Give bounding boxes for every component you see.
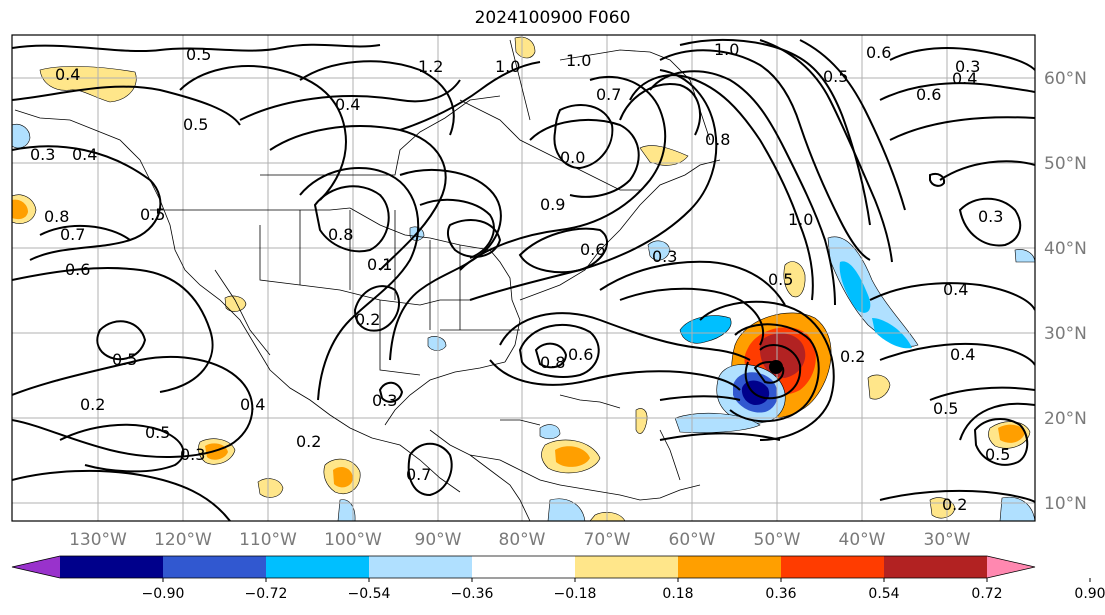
contour-label: 0.6 <box>568 345 593 364</box>
lat-tick-label: 10°N <box>1044 494 1087 514</box>
contour-label: 0.9 <box>540 195 565 214</box>
colorbar-label: −0.36 <box>451 586 494 602</box>
contour-label: 1.0 <box>566 51 591 70</box>
lon-tick-label: 120°W <box>154 530 212 550</box>
colorbar-label: 0.18 <box>662 586 693 602</box>
colorbar-label: −0.90 <box>142 586 185 602</box>
contour-label: 0.4 <box>240 395 265 414</box>
colorbar-swatch <box>781 556 885 578</box>
contour-label: 0.2 <box>296 432 321 451</box>
contour-label: 0.5 <box>933 399 958 418</box>
contour-label: 0.5 <box>145 423 170 442</box>
contour-label: 1.0 <box>714 40 739 59</box>
contour-label: 1.0 <box>788 210 813 229</box>
colorbar-swatch <box>369 556 473 578</box>
colorbar-swatch <box>678 556 782 578</box>
contour-label: 0.8 <box>44 207 69 226</box>
lat-tick-label: 20°N <box>1044 409 1087 429</box>
colorbar-swatch <box>884 556 988 578</box>
contour-label: 0.8 <box>540 353 565 372</box>
lon-tick-label: 110°W <box>239 530 297 550</box>
contour-label: 0.2 <box>355 310 380 329</box>
map-background <box>12 35 1035 521</box>
contour-label: 0.3 <box>180 445 205 464</box>
colorbar-label: −0.54 <box>348 586 391 602</box>
colorbar-outline <box>11 555 1036 579</box>
contour-label: 0.8 <box>328 225 353 244</box>
colorbar-label: 0.54 <box>868 586 899 602</box>
colorbar-label: −0.18 <box>554 586 597 602</box>
contour-label: 0.1 <box>367 255 392 274</box>
lat-tick-label: 30°N <box>1044 324 1087 344</box>
contour-label: 1.0 <box>495 57 520 76</box>
contour-label: 0.5 <box>768 270 793 289</box>
contour-label: 0.4 <box>950 345 975 364</box>
colorbar-label: −0.72 <box>245 586 288 602</box>
contour-label: 0.2 <box>80 395 105 414</box>
contour-label: 0.4 <box>335 95 360 114</box>
contour-label: 0.3 <box>372 391 397 410</box>
lon-tick-label: 130°W <box>69 530 127 550</box>
colorbar: −0.90 −0.72 −0.54 −0.36 −0.18 0.18 0.36 0.54 0.7… <box>11 555 1105 602</box>
colorbar-label: 0.72 <box>971 586 1002 602</box>
contour-label: 0.6 <box>866 43 891 62</box>
map-title: 2024100900 F060 <box>474 8 631 28</box>
graticule <box>12 35 1035 521</box>
colorbar-label: 0.36 <box>765 586 796 602</box>
storm-center-marker <box>769 360 783 374</box>
contour-label: 0.7 <box>596 85 621 104</box>
contour-label: 0.3 <box>978 207 1003 226</box>
colorbar-swatch <box>60 556 164 578</box>
contour-label: 1.2 <box>418 57 443 76</box>
contour-label: 0.7 <box>406 465 431 484</box>
lon-tick-label: 30°W <box>924 530 971 550</box>
contour-label: 0.2 <box>942 495 967 514</box>
lon-tick-label: 40°W <box>839 530 886 550</box>
contour-label: 0.5 <box>823 67 848 86</box>
longitude-axis: 130°W 120°W 110°W 100°W 90°W 80°W 70°W 6… <box>69 530 971 550</box>
contour-label: 0.5 <box>140 205 165 224</box>
lat-tick-label: 60°N <box>1044 69 1087 89</box>
contour-label: 0.6 <box>916 85 941 104</box>
contour-label: 0.4 <box>952 69 977 88</box>
contour-label-group: 0.5 1.2 0.4 0.4 0.3 0.4 0.5 0.5 0.8 1.0 … <box>30 40 1010 514</box>
lon-tick-label: 100°W <box>324 530 382 550</box>
contour-label: 0.3 <box>652 247 677 266</box>
colorbar-label: 0.90 <box>1074 586 1105 602</box>
lon-tick-label: 60°W <box>669 530 716 550</box>
lon-tick-label: 50°W <box>754 530 801 550</box>
lon-tick-label: 90°W <box>415 530 462 550</box>
contour-label: 0.6 <box>580 240 605 259</box>
lat-tick-label: 40°N <box>1044 239 1087 259</box>
contour-label: 0.4 <box>72 145 97 164</box>
colorbar-swatch <box>472 556 576 578</box>
contour-label: 0.5 <box>186 45 211 64</box>
colorbar-extend-high <box>987 556 1035 578</box>
map-frame <box>11 34 1036 522</box>
contour-label: 0.8 <box>705 130 730 149</box>
coastlines <box>14 39 721 521</box>
contour-label: 0.6 <box>65 260 90 279</box>
lon-tick-label: 70°W <box>584 530 631 550</box>
contour-label: 0.3 <box>30 145 55 164</box>
colorbar-swatch <box>266 556 370 578</box>
colorbar-swatch <box>163 556 267 578</box>
lon-tick-label: 80°W <box>499 530 546 550</box>
contour-label: 0.5 <box>985 445 1010 464</box>
latitude-axis: 60°N 50°N 40°N 30°N 20°N 10°N <box>1044 69 1087 514</box>
contour-label: 0.7 <box>60 225 85 244</box>
contour-label: 0.3 <box>955 57 980 76</box>
contour-lines <box>12 38 1035 521</box>
colorbar-extend-low <box>12 556 60 578</box>
contour-label: 0.2 <box>840 347 865 366</box>
contour-label: 0.5 <box>183 115 208 134</box>
lat-tick-label: 50°N <box>1044 154 1087 174</box>
contour-label: 0.4 <box>943 280 968 299</box>
contour-label: 0.0 <box>560 148 585 167</box>
contour-label: 0.5 <box>112 350 137 369</box>
colorbar-swatch <box>575 556 679 578</box>
contour-label: 0.4 <box>55 65 80 84</box>
